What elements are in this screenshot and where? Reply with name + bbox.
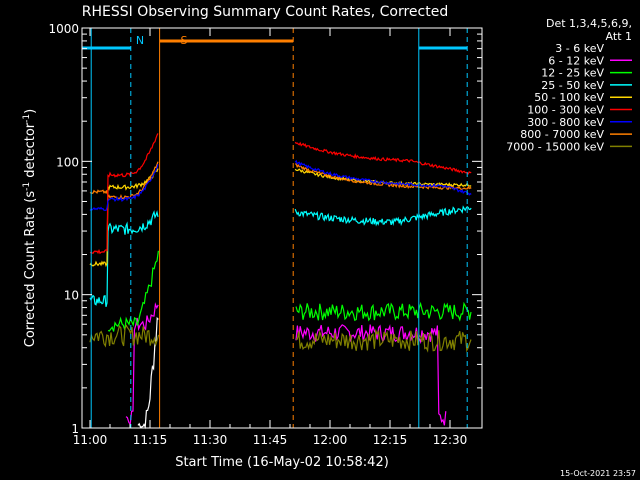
- x-tick-label: 11:00: [73, 433, 108, 447]
- series-line: [107, 250, 159, 332]
- series-line: [89, 210, 159, 307]
- chart-title: RHESSI Observing Summary Count Rates, Co…: [82, 4, 448, 20]
- x-tick-label: 12:15: [373, 433, 408, 447]
- series-line: [295, 301, 472, 322]
- legend-label: 50 - 100 keV: [534, 91, 604, 104]
- x-tick-label: 11:45: [253, 433, 288, 447]
- x-axis-label: Start Time (16-May-02 10:58:42): [175, 455, 389, 470]
- series-line: [89, 168, 159, 268]
- series-line: [294, 159, 472, 196]
- y-tick-label: 1000: [48, 22, 79, 36]
- legend-header-2: Att 1: [606, 30, 632, 43]
- series-line: [89, 164, 159, 212]
- series-line: [295, 324, 447, 426]
- series-line: [89, 133, 159, 255]
- series-line: [294, 205, 472, 227]
- plot-frame: [81, 27, 483, 429]
- flag-label: S: [181, 34, 188, 47]
- legend-label: 7000 - 15000 keV: [506, 140, 604, 153]
- plot-timestamp: 15-Oct-2021 23:57: [560, 469, 636, 478]
- y-tick-label: 100: [56, 155, 79, 169]
- y-tick-label: 1: [71, 422, 79, 436]
- x-tick-label: 12:00: [313, 433, 348, 447]
- series-layer: [89, 133, 472, 430]
- y-tick-label: 10: [64, 289, 79, 303]
- legend-label: 100 - 300 keV: [527, 104, 604, 117]
- legend-label: 6 - 12 keV: [548, 54, 604, 67]
- x-tick-label: 11:15: [133, 433, 168, 447]
- legend-label: 12 - 25 keV: [541, 67, 604, 80]
- series-line: [137, 316, 159, 430]
- series-line: [89, 324, 160, 348]
- legend-label: 800 - 7000 keV: [520, 128, 604, 141]
- axes: 11:00 11:15 11:30 11:45 12:00 12:15 12:30 1 10 10…: [48, 22, 482, 447]
- legend-header-1: Det 1,3,4,5,6,9,: [546, 17, 632, 30]
- series-line: [294, 141, 472, 175]
- legend-label: 3 - 6 keV: [555, 42, 604, 55]
- legend-label: 300 - 800 keV: [527, 116, 604, 129]
- series-line: [125, 302, 159, 427]
- legend-label: 25 - 50 keV: [541, 79, 604, 92]
- y-axis-label: Corrected Count Rate (s-1 detector-1): [22, 109, 38, 347]
- series-line: [295, 328, 472, 353]
- series-line: [89, 161, 159, 200]
- x-tick-label: 12:30: [433, 433, 468, 447]
- flag-label: N: [136, 34, 144, 47]
- x-tick-label: 11:30: [193, 433, 228, 447]
